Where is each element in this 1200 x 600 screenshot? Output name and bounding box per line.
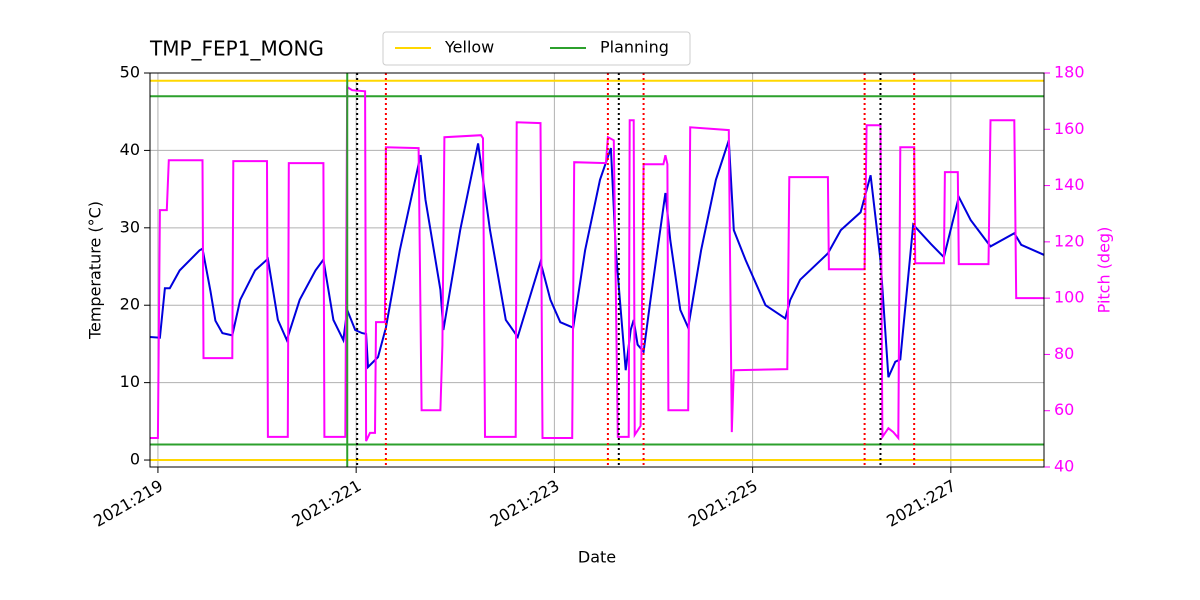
series-line xyxy=(150,139,1044,378)
y2-tick-label: 120 xyxy=(1054,231,1085,250)
x-tick-label: 2021:219 xyxy=(90,476,166,531)
x-axis-label: Date xyxy=(578,548,616,567)
legend-box xyxy=(382,31,691,66)
y2-tick-label: 60 xyxy=(1054,400,1074,419)
plot-frame xyxy=(149,72,1045,468)
y-tick-label: 30 xyxy=(120,217,140,236)
chart-title: TMP_FEP1_MONG xyxy=(149,37,324,61)
y2-tick-label: 100 xyxy=(1054,288,1085,307)
y-tick-label: 50 xyxy=(120,63,140,82)
series-line xyxy=(150,85,1044,442)
y2-tick-label: 140 xyxy=(1054,175,1085,194)
y-axis-label: Temperature (°C) xyxy=(86,201,105,340)
x-tick-label: 2021:221 xyxy=(289,476,365,531)
legend: Yellow Planning xyxy=(382,31,691,66)
y-tick-label: 20 xyxy=(120,295,140,314)
y2-axis-label: Pitch (deg) xyxy=(1095,227,1114,314)
y2-tick-label: 180 xyxy=(1054,63,1085,82)
x-tick-label: 2021:225 xyxy=(685,476,761,531)
y2-tick-label: 160 xyxy=(1054,119,1085,138)
x-tick-label: 2021:227 xyxy=(883,476,959,531)
y-tick-label: 10 xyxy=(120,372,140,391)
y-tick-label: 40 xyxy=(120,140,140,159)
legend-label: Planning xyxy=(600,38,669,57)
y-tick-label: 0 xyxy=(130,450,140,469)
x-tick-label: 2021:223 xyxy=(487,476,563,531)
y2-tick-label: 40 xyxy=(1054,457,1074,476)
y2-tick-label: 80 xyxy=(1054,344,1074,363)
legend-label: Yellow xyxy=(444,38,494,57)
